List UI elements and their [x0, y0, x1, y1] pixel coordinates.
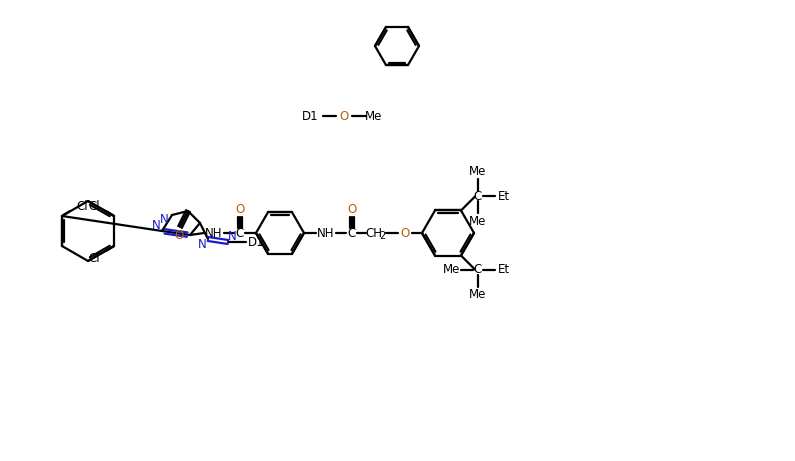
Text: C: C	[474, 190, 482, 203]
Text: C: C	[474, 263, 482, 276]
Text: O: O	[235, 202, 245, 215]
Text: Me: Me	[469, 165, 487, 178]
Text: N: N	[198, 237, 207, 250]
Text: N: N	[227, 230, 236, 242]
Text: N: N	[152, 219, 161, 231]
Text: C: C	[236, 226, 244, 240]
Text: C: C	[348, 226, 356, 240]
Text: O: O	[339, 110, 349, 123]
Text: D1: D1	[248, 236, 264, 248]
Text: O: O	[174, 229, 184, 242]
Text: O: O	[401, 226, 409, 240]
Text: Cl: Cl	[88, 252, 100, 265]
Text: Cl: Cl	[76, 200, 87, 213]
Text: O: O	[347, 202, 357, 215]
Text: Et: Et	[498, 263, 510, 276]
Text: Et: Et	[498, 190, 510, 203]
Text: Me: Me	[469, 215, 487, 228]
Text: Me: Me	[444, 263, 460, 276]
Text: N: N	[160, 213, 169, 225]
Text: D1: D1	[301, 110, 318, 123]
Text: Cl: Cl	[88, 200, 100, 213]
Text: CH: CH	[366, 226, 382, 240]
Text: NH: NH	[317, 226, 335, 240]
Text: NH: NH	[205, 226, 223, 240]
Text: Me: Me	[366, 110, 382, 123]
Text: Me: Me	[469, 288, 487, 301]
Text: 2: 2	[379, 231, 385, 241]
